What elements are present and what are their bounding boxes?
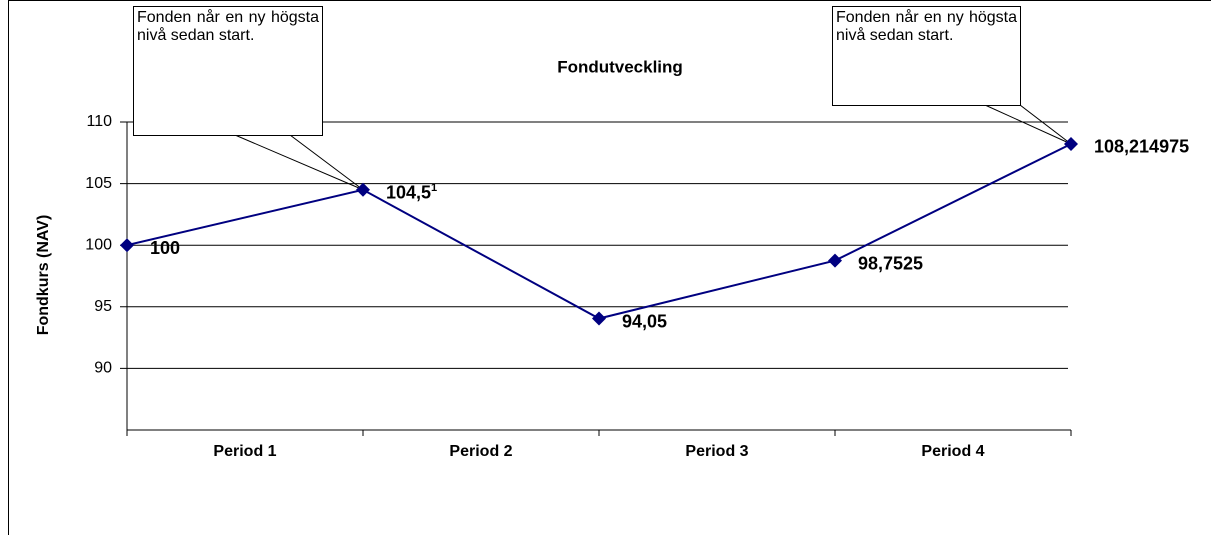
data-point xyxy=(1064,136,1078,151)
data-label: 98,7525 xyxy=(858,253,923,273)
x-tick-label: Period 3 xyxy=(685,443,748,460)
y-axis-label: Fondkurs (NAV) xyxy=(35,215,52,336)
data-label: 108,214975 xyxy=(1094,137,1189,157)
data-point xyxy=(120,238,134,253)
data-point xyxy=(356,182,370,197)
x-tick-label: Period 1 xyxy=(213,443,276,460)
callout-pointer xyxy=(984,104,1072,145)
x-tick-label: Period 2 xyxy=(449,443,512,460)
callout: Fonden når en ny högsta nivå sedan start… xyxy=(133,6,323,136)
y-tick-label: 95 xyxy=(94,298,112,315)
data-point xyxy=(828,253,842,268)
y-tick-label: 100 xyxy=(85,236,112,253)
data-point xyxy=(592,311,606,326)
series-line xyxy=(126,143,1072,320)
y-tick-label: 90 xyxy=(94,360,112,377)
chart-title: Fondutveckling xyxy=(557,57,683,76)
footnote-mark: 1 xyxy=(431,182,437,194)
callout-pointer xyxy=(234,134,364,191)
x-tick-label: Period 4 xyxy=(921,443,984,460)
data-label: 104,51 xyxy=(386,182,437,203)
data-label: 100 xyxy=(150,238,180,258)
y-tick-label: 105 xyxy=(85,175,112,192)
chart-border xyxy=(8,0,1211,535)
y-tick-label: 110 xyxy=(86,113,112,130)
data-label: 94,05 xyxy=(622,311,667,331)
callout: Fonden når en ny högsta nivå sedan start… xyxy=(832,6,1021,106)
